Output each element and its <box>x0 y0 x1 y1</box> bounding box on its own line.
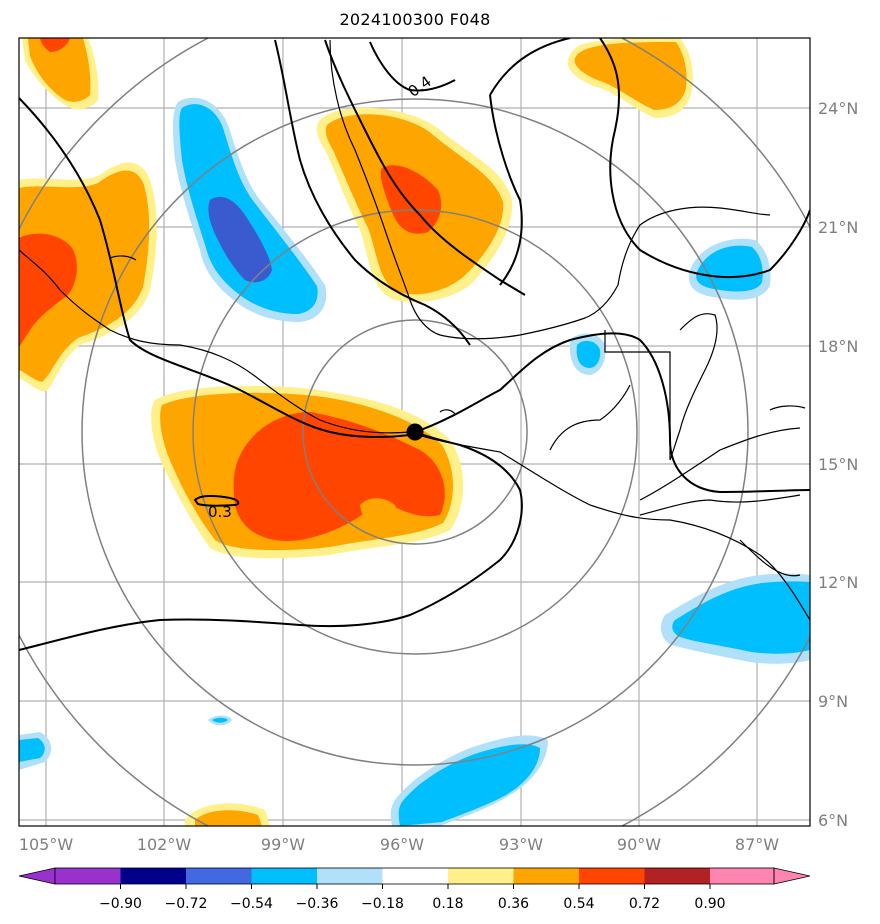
coastlines <box>19 39 810 621</box>
lat-label-6n: 6°N <box>818 811 848 830</box>
colorbar-segment-8 <box>513 868 579 884</box>
colorbar-tick-label: 0.72 <box>629 896 660 912</box>
lon-labels: 105°W 102°W 99°W 96°W 93°W 90°W 87°W <box>19 835 779 854</box>
lon-label-87w: 87°W <box>735 835 779 854</box>
map-title: 2024100300 F048 <box>339 10 491 29</box>
colorbar-segment-7 <box>448 868 514 884</box>
lat-labels: 24°N 21°N 18°N 15°N 12°N 9°N 6°N <box>818 99 858 830</box>
contour-label-2: 0.3 <box>208 503 232 521</box>
lat-label-21n: 21°N <box>818 218 858 237</box>
colorbar-extend-left <box>18 867 56 885</box>
colorbar-tick-label: 0.18 <box>432 896 463 912</box>
lon-label-102w: 102°W <box>137 835 192 854</box>
lat-label-24n: 24°N <box>818 99 858 118</box>
colorbar-tick-label: −0.90 <box>99 896 142 912</box>
negative-anomaly-areas <box>19 97 810 826</box>
lat-label-18n: 18°N <box>818 337 858 356</box>
colorbar-segment-4 <box>251 868 317 884</box>
colorbar-segment-2 <box>120 868 186 884</box>
lon-label-93w: 93°W <box>499 835 543 854</box>
colorbar-segment-6 <box>382 868 448 884</box>
colorbar-segment-5 <box>317 868 383 884</box>
colorbar-tick-label: −0.72 <box>165 896 208 912</box>
map-frame <box>18 37 811 827</box>
colorbar-tick-label: −0.54 <box>230 896 273 912</box>
lon-label-99w: 99°W <box>261 835 305 854</box>
lat-label-15n: 15°N <box>818 455 858 474</box>
colorbar-tick-label: −0.18 <box>361 896 404 912</box>
colorbar-ticks <box>120 884 711 889</box>
lat-label-12n: 12°N <box>818 573 858 592</box>
lon-label-105w: 105°W <box>19 835 74 854</box>
colorbar-segment-9 <box>579 868 645 884</box>
colorbar-outline <box>54 867 775 885</box>
colorbar-tick-labels: −0.90 −0.72 −0.54 −0.36 −0.18 0.18 0.36 … <box>99 896 726 912</box>
colorbar-segment-1 <box>55 868 121 884</box>
colorbar-tick-label: 0.36 <box>498 896 529 912</box>
positive-anomaly-areas <box>19 38 693 826</box>
colorbar-tick-label: 0.54 <box>563 896 594 912</box>
lon-label-96w: 96°W <box>380 835 424 854</box>
colorbar-tick-label: −0.36 <box>296 896 339 912</box>
colorbar-tick-label: 0.90 <box>694 896 725 912</box>
colorbar-segment-3 <box>186 868 252 884</box>
lat-label-9n: 9°N <box>818 692 848 711</box>
colorbar: −0.90 −0.72 −0.54 −0.36 −0.18 0.18 0.36 … <box>18 867 811 912</box>
field-contours <box>19 38 810 651</box>
colorbar-segment-11 <box>710 868 774 884</box>
colorbar-segment-10 <box>644 868 710 884</box>
contour-label-1: 0.4 <box>405 72 435 100</box>
lon-label-90w: 90°W <box>617 835 661 854</box>
storm-center-marker <box>406 423 424 441</box>
colorbar-extend-right <box>773 867 811 885</box>
